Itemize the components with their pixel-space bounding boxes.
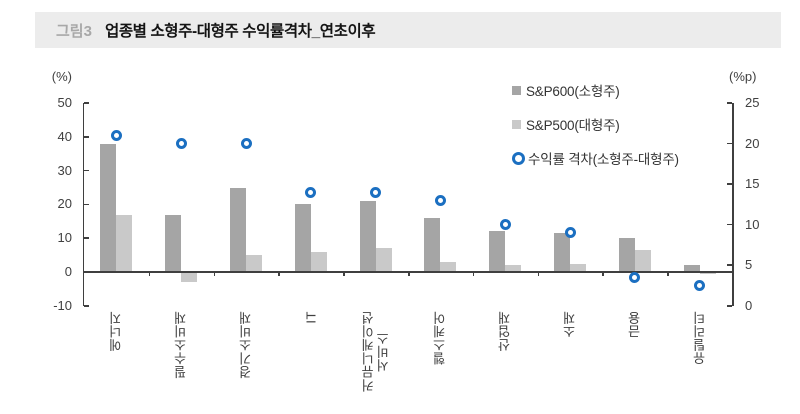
- x-axis-tick: [148, 272, 151, 276]
- left-axis-tick-label: 10: [57, 230, 72, 246]
- bar-sp500: [116, 214, 133, 272]
- bar-sp500: [634, 250, 651, 272]
- bar-sp600: [100, 143, 117, 272]
- gap-marker: [240, 138, 252, 150]
- bar-sp500: [246, 255, 262, 272]
- x-axis-label: 헬스케어: [432, 311, 448, 365]
- sp600-bar-swatch-icon: [512, 85, 521, 95]
- legend-label-gap: 수익률 격차(소형주-대형주): [528, 152, 679, 167]
- x-axis-label: 에너지: [108, 311, 124, 352]
- bar-sp500: [310, 251, 327, 272]
- left-axis-tick: [84, 203, 89, 206]
- x-axis-label: IT: [303, 311, 319, 324]
- right-axis-tick: [727, 183, 732, 185]
- legend-label-sp600: S&P600(소형주): [526, 84, 620, 99]
- left-axis-tick: [84, 169, 89, 172]
- bar-sp600: [359, 201, 376, 272]
- x-axis-tick: [408, 272, 410, 276]
- left-axis-tick-label: -10: [53, 297, 72, 313]
- bar-sp600: [230, 187, 246, 272]
- x-axis-label: 필수소비재: [173, 311, 189, 379]
- figure-title: 업종별 소형주-대형주 수익률격차_연초이후: [104, 23, 376, 40]
- right-axis-tick-label: 0: [745, 297, 753, 313]
- right-axis-tick-label: 15: [745, 176, 760, 192]
- right-axis-tick: [727, 264, 732, 266]
- gap-marker: [564, 227, 576, 239]
- bar-sp500: [570, 263, 586, 272]
- x-axis-label: 산업재: [497, 311, 513, 352]
- bar-sp600: [618, 238, 635, 272]
- gap-marker: [175, 138, 187, 150]
- right-axis-tick-label: 5: [745, 257, 753, 273]
- left-axis-tick: [84, 305, 89, 307]
- right-axis-tick-label: 20: [745, 135, 760, 151]
- right-axis-tick-label: 10: [745, 216, 760, 232]
- right-axis-tick: [727, 305, 732, 307]
- legend: S&P600(소형주) S&P500(대형주) 수익률 격차(소형주-대형주): [512, 80, 679, 182]
- bar-sp600: [489, 231, 506, 272]
- right-axis-tick: [727, 102, 732, 104]
- legend-item-sp600: S&P600(소형주): [512, 80, 679, 100]
- left-axis-tick: [84, 136, 89, 138]
- sp500-bar-swatch-icon: [512, 119, 521, 129]
- x-axis-tick: [667, 272, 669, 276]
- left-axis-tick: [84, 102, 89, 104]
- bar-sp500: [505, 265, 522, 272]
- x-axis-label: 유틸리티: [692, 311, 708, 365]
- legend-label-sp500: S&P500(대형주): [526, 118, 620, 133]
- left-axis-tick-label: 0: [64, 264, 72, 279]
- right-axis-line: [732, 103, 734, 306]
- figure-number: 그림3: [56, 22, 92, 40]
- x-axis-label: 커뮤니케이션 서비스: [360, 311, 391, 392]
- right-axis-tick-label: 25: [745, 95, 760, 110]
- x-axis-tick: [537, 272, 540, 276]
- left-axis-tick: [84, 237, 89, 239]
- x-axis-label: 금융: [627, 311, 643, 338]
- right-axis-tick: [727, 223, 732, 226]
- left-axis-line: [82, 103, 84, 306]
- legend-item-gap: 수익률 격차(소형주-대형주): [512, 148, 679, 168]
- x-axis-label: 경기소비재: [238, 311, 254, 379]
- gap-marker: [305, 186, 317, 198]
- bar-sp600: [165, 214, 182, 272]
- right-axis-unit-label: (%p): [729, 69, 757, 84]
- x-axis-tick: [343, 272, 345, 276]
- gap-marker: [110, 129, 122, 141]
- x-axis-label: 소재: [562, 311, 578, 338]
- left-axis-unit-label: (%): [51, 69, 72, 84]
- gap-marker: [434, 194, 446, 206]
- legend-item-sp500: S&P500(대형주): [512, 114, 679, 134]
- gap-marker: [370, 186, 382, 198]
- bar-sp500: [440, 261, 457, 272]
- bar-sp500: [375, 248, 392, 272]
- gap-ring-marker-icon: [512, 151, 525, 165]
- right-axis-tick: [727, 142, 732, 145]
- gap-marker: [694, 280, 706, 292]
- gap-marker: [499, 219, 511, 231]
- figure-header-band: 그림3 업종별 소형주-대형주 수익률격차_연초이후: [35, 12, 781, 48]
- left-axis-tick-label: 50: [57, 95, 72, 110]
- left-axis-tick-label: 30: [57, 162, 72, 178]
- left-axis-tick-label: 20: [57, 196, 72, 212]
- x-axis-tick: [213, 272, 216, 276]
- left-axis-tick-label: 40: [57, 128, 72, 144]
- bar-sp600: [554, 233, 570, 272]
- left-axis-tick: [84, 271, 89, 273]
- bar-sp500: [181, 272, 198, 283]
- x-axis-tick: [278, 272, 280, 276]
- x-axis-tick: [472, 272, 475, 276]
- gap-marker: [629, 271, 641, 283]
- bar-sp600: [683, 265, 700, 272]
- bar-sp500: [699, 272, 716, 274]
- bar-sp600: [294, 204, 311, 272]
- x-axis-tick: [602, 272, 604, 276]
- bar-sp600: [424, 217, 441, 272]
